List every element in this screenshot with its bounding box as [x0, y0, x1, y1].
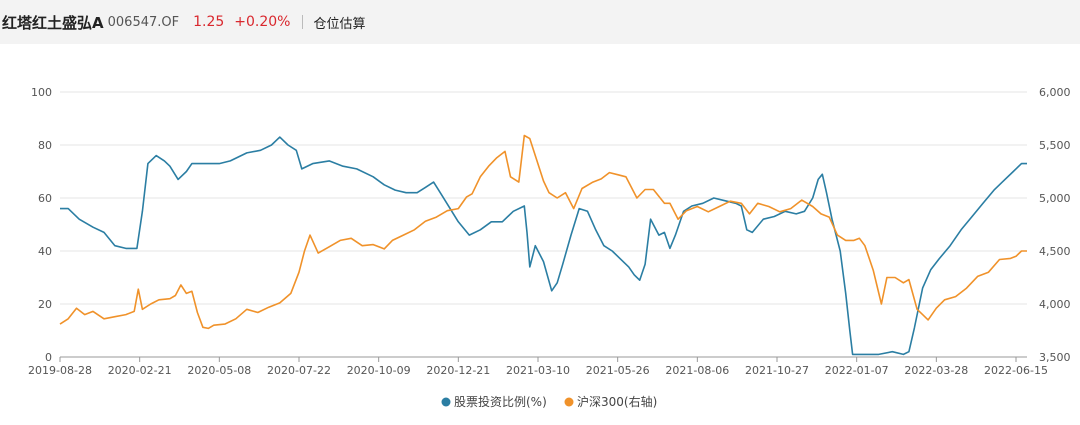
x-tick-label: 2021-08-06 — [665, 364, 729, 377]
series-line-stock-ratio — [60, 136, 1027, 356]
y-left-tick-label: 20 — [38, 298, 52, 311]
x-tick-label: 2020-02-21 — [108, 364, 172, 377]
legend-marker-csi300 — [564, 397, 574, 407]
x-tick-label: 2020-10-09 — [347, 364, 411, 377]
x-tick-label: 2021-05-26 — [586, 364, 650, 377]
fund-nav: 1.25 — [193, 14, 225, 30]
chart-area: 0 3,500 20 4,000 40 4,500 60 5,000 80 5,500 100 6,0… — [0, 44, 1080, 425]
legend-label-csi300: 沪深300(右轴) — [577, 394, 657, 409]
y-left-tick-label: 100 — [31, 86, 52, 99]
y-left-tick-label: 40 — [38, 245, 52, 258]
tab-position-estimate[interactable]: 仓位估算 — [313, 16, 366, 32]
x-tick-label: 2021-10-27 — [745, 364, 809, 377]
position-chart: 0 3,500 20 4,000 40 4,500 60 5,000 80 5,500 100 6,0… — [28, 86, 1071, 409]
y-right-tick-label: 3,500 — [1039, 351, 1071, 364]
y-left-tick-label: 60 — [38, 192, 52, 205]
fund-change: +0.20% — [234, 14, 291, 30]
x-tick-label: 2020-12-21 — [426, 364, 490, 377]
x-tick-label: 2022-06-15 — [984, 364, 1048, 377]
x-tick-label: 2020-07-22 — [267, 364, 331, 377]
y-right-tick-label: 6,000 — [1039, 86, 1071, 99]
x-tick-label: 2022-03-28 — [904, 364, 968, 377]
fund-code: 006547.OF — [107, 14, 180, 30]
x-tick-label: 2021-03-10 — [506, 364, 570, 377]
fund-header: 红塔红土盛弘A 006547.OF 1.25 +0.20% 仓位估算 — [0, 0, 1080, 44]
legend-marker-stock-ratio — [441, 397, 451, 407]
y-right-tick-label: 4,000 — [1039, 298, 1071, 311]
x-tick-label: 2019-08-28 — [28, 364, 92, 377]
x-tick-label: 2022-01-07 — [825, 364, 889, 377]
header-divider — [302, 15, 304, 29]
fund-name: 红塔红土盛弘A — [2, 13, 104, 32]
series-line-csi300 — [59, 134, 1027, 330]
y-right-tick-label: 5,500 — [1039, 139, 1071, 152]
y-left-tick-label: 0 — [45, 351, 52, 364]
legend-label-stock-ratio: 股票投资比例(%) — [454, 394, 547, 409]
y-left-tick-label: 80 — [38, 139, 52, 152]
y-right-tick-label: 4,500 — [1039, 245, 1071, 258]
x-tick-label: 2020-05-08 — [187, 364, 251, 377]
y-right-tick-label: 5,000 — [1039, 192, 1071, 205]
